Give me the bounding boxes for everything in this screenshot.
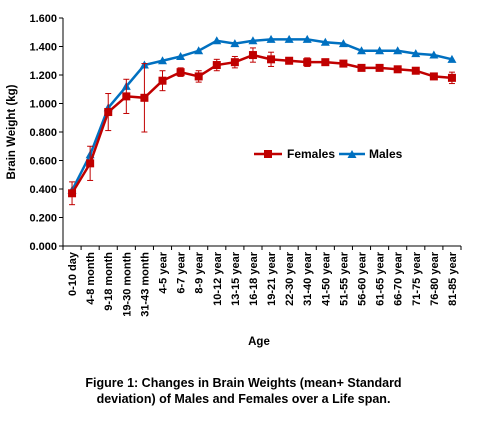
y-tick-label: 1.400 [29,42,57,54]
data-point [194,46,204,55]
x-tick-label: 10-12 year [212,251,224,306]
x-tick-label: 31-40 year [302,251,314,306]
data-point [357,46,366,55]
data-point [375,63,384,72]
x-tick-label: 19-30 month [121,252,133,317]
data-point [302,34,312,43]
series-line [70,38,453,191]
x-tick-label: 4-5 year [158,251,170,293]
caption-line-1: Figure 1: Changes in Brain Weights (mean… [85,376,402,390]
data-point [230,58,239,67]
x-axis: 0-10 day 4-8 month 9-18 month 19-30 month 31… [62,245,462,317]
x-tick-label: 8-9 year [194,251,206,293]
x-tick-label: 9-18 month [103,252,115,311]
data-point [176,68,185,77]
legend: Females Males [254,147,403,161]
data-point [429,72,438,81]
data-point [303,58,312,67]
x-tick-label: 56-60 year [357,251,369,306]
data-point [158,76,167,85]
data-point [321,58,330,67]
y-tick-label: 1.600 [29,13,57,25]
x-tick-label: 16-18 year [248,251,260,306]
data-point [176,51,186,60]
data-point [248,51,257,60]
data-point [267,55,276,64]
data-point [447,73,456,82]
data-point [339,59,348,68]
series-males [67,34,457,194]
x-tick-label: 19-21 year [266,251,278,306]
x-tick-label: 6-7 year [176,251,188,293]
x-tick-label: 31-43 month [139,252,151,317]
data-point [212,36,222,45]
data-point [357,63,366,72]
data-point [320,37,330,46]
data-point [140,93,149,102]
y-tick-label: 0.200 [29,213,57,225]
y-tick-label: 0.000 [29,241,57,253]
data-point [212,61,221,70]
x-tick-label: 66-70 year [393,251,405,306]
data-point [104,108,113,117]
data-point [68,189,77,198]
data-point [411,49,421,58]
data-point [194,72,203,81]
data-point [122,92,131,101]
data-point [393,65,402,74]
data-point [393,46,403,55]
legend-label-females: Females [287,147,335,161]
data-point [429,50,439,59]
series-layer [67,34,457,206]
data-point [248,36,258,45]
x-tick-label: 22-30 year [284,251,296,306]
data-point [338,39,348,48]
legend-label-males: Males [369,147,403,161]
series-females [68,47,456,206]
data-point [266,34,276,43]
y-tick-label: 1.000 [29,99,57,111]
x-tick-label: 4-8 month [85,252,97,305]
data-point [447,54,457,63]
x-tick-label: 51-55 year [338,251,350,306]
figure-caption: Figure 1: Changes in Brain Weights (mean… [0,375,479,407]
y-tick-label: 1.200 [29,70,57,82]
brain-weight-chart: 0.000 0.200 0.400 0.600 0.800 1.000 1.200 1.400… [6,13,462,348]
data-point [86,159,95,168]
x-tick-label: 61-65 year [375,251,387,306]
x-tick-label: 71-75 year [411,251,423,306]
x-tick-label: 13-15 year [230,251,242,306]
legend-item-females: Females [254,147,335,161]
y-axis-title: Brain Weight (kg) [6,84,18,179]
data-point [158,56,167,65]
x-tick-label: 0-10 day [67,251,79,296]
data-point [411,66,420,75]
y-tick-label: 0.600 [29,156,57,168]
x-axis-title: Age [248,336,270,348]
y-axis: 0.000 0.200 0.400 0.600 0.800 1.000 1.200 1.400… [29,13,64,253]
x-tick-label: 81-85 year [447,251,459,306]
legend-item-males: Males [339,147,403,161]
y-tick-label: 0.400 [29,184,57,196]
data-point [285,56,294,65]
x-tick-label: 41-50 year [320,251,332,306]
caption-line-2: deviation) of Males and Females over a L… [96,392,391,406]
data-point [230,39,240,48]
data-point [284,34,294,43]
data-point [375,46,385,55]
y-tick-label: 0.800 [29,127,57,139]
x-tick-label: 76-80 year [429,251,441,306]
series-line [70,53,453,194]
